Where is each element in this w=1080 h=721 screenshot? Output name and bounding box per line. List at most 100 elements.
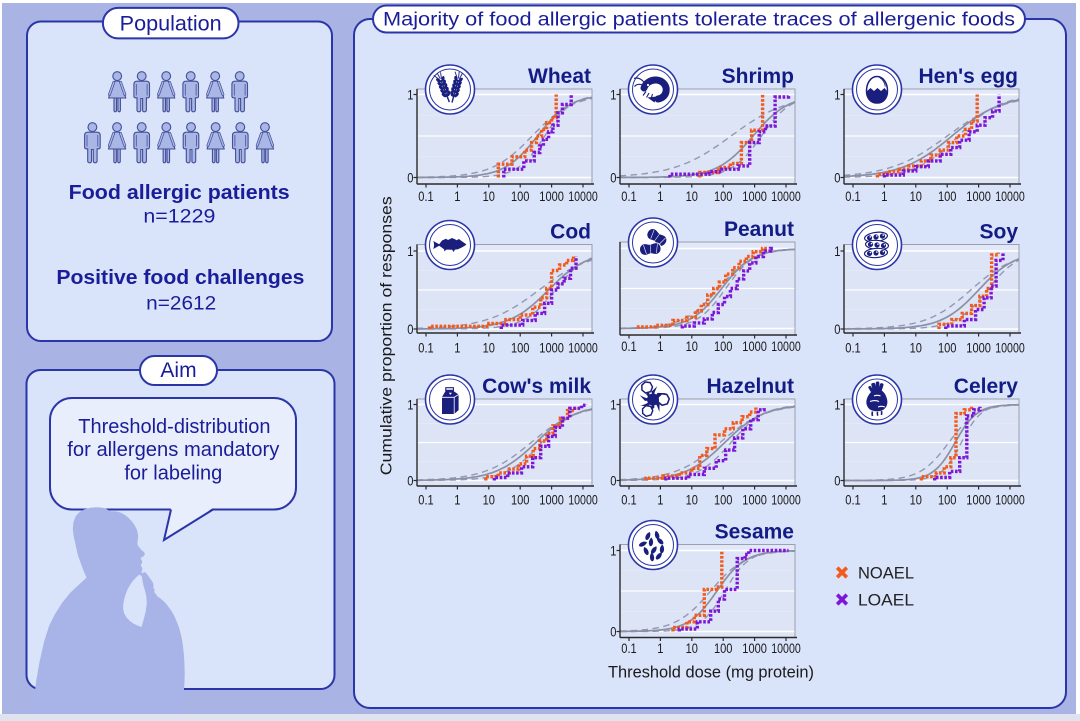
- svg-text:0: 0: [407, 474, 413, 489]
- svg-text:Food allergic patients: Food allergic patients: [69, 182, 290, 204]
- svg-text:10: 10: [686, 339, 698, 354]
- svg-text:100: 100: [714, 641, 733, 656]
- svg-text:Aim: Aim: [160, 359, 196, 382]
- svg-text:Cow's milk: Cow's milk: [482, 375, 591, 398]
- svg-text:10000: 10000: [771, 189, 801, 204]
- svg-text:1: 1: [881, 341, 887, 356]
- svg-text:100: 100: [938, 341, 957, 356]
- svg-text:1: 1: [610, 88, 616, 103]
- svg-text:Celery: Celery: [954, 375, 1019, 398]
- svg-text:Cumulative proportion of respo: Cumulative proportion of responses: [379, 196, 396, 475]
- svg-text:0.1: 0.1: [418, 189, 433, 204]
- svg-text:1: 1: [454, 341, 460, 356]
- svg-text:0.1: 0.1: [845, 189, 860, 204]
- svg-text:10: 10: [910, 493, 922, 508]
- svg-text:10: 10: [483, 493, 495, 508]
- svg-text:0: 0: [610, 171, 616, 186]
- svg-text:Threshold dose (mg protein): Threshold dose (mg protein): [608, 664, 814, 682]
- svg-text:0: 0: [610, 625, 616, 640]
- svg-text:100: 100: [938, 493, 957, 508]
- svg-text:1000: 1000: [742, 641, 767, 656]
- svg-text:1000: 1000: [539, 493, 564, 508]
- svg-text:10000: 10000: [771, 641, 801, 656]
- svg-text:n=1229: n=1229: [143, 207, 215, 228]
- svg-text:1000: 1000: [539, 189, 564, 204]
- svg-text:0.1: 0.1: [418, 493, 433, 508]
- svg-text:10: 10: [686, 493, 698, 508]
- svg-text:Threshold-distribution: Threshold-distribution: [78, 416, 270, 438]
- svg-text:10000: 10000: [771, 339, 801, 354]
- svg-text:0: 0: [834, 474, 840, 489]
- svg-text:1: 1: [454, 189, 460, 204]
- svg-text:1: 1: [657, 493, 663, 508]
- svg-text:1000: 1000: [539, 341, 564, 356]
- svg-text:100: 100: [714, 493, 733, 508]
- svg-text:Hazelnut: Hazelnut: [706, 375, 794, 398]
- svg-text:for labeling: for labeling: [124, 462, 222, 484]
- svg-text:1: 1: [881, 189, 887, 204]
- svg-text:0: 0: [407, 171, 413, 186]
- svg-text:Shrimp: Shrimp: [722, 65, 794, 88]
- svg-text:Soy: Soy: [979, 220, 1018, 243]
- svg-text:0: 0: [407, 322, 413, 337]
- svg-text:0: 0: [834, 171, 840, 186]
- svg-text:for allergens mandatory: for allergens mandatory: [67, 439, 279, 461]
- svg-text:Sesame: Sesame: [715, 520, 794, 543]
- svg-text:Cod: Cod: [550, 220, 591, 243]
- svg-text:100: 100: [511, 189, 530, 204]
- svg-text:1: 1: [657, 641, 663, 656]
- svg-text:10000: 10000: [568, 493, 598, 508]
- svg-text:1: 1: [454, 493, 460, 508]
- svg-text:1: 1: [834, 398, 840, 413]
- svg-text:Majority of food allergic pati: Majority of food allergic patients toler…: [383, 10, 1015, 31]
- svg-text:1000: 1000: [966, 189, 991, 204]
- svg-text:100: 100: [511, 493, 530, 508]
- svg-text:1: 1: [407, 398, 413, 413]
- svg-text:10000: 10000: [568, 341, 598, 356]
- svg-text:0.1: 0.1: [845, 493, 860, 508]
- svg-text:1000: 1000: [966, 493, 991, 508]
- svg-text:Positive food challenges: Positive food challenges: [56, 267, 304, 289]
- svg-text:1000: 1000: [966, 341, 991, 356]
- svg-text:n=2612: n=2612: [146, 294, 216, 315]
- svg-text:100: 100: [511, 341, 530, 356]
- svg-text:0.1: 0.1: [621, 339, 636, 354]
- svg-text:1: 1: [881, 493, 887, 508]
- svg-text:1: 1: [407, 244, 413, 259]
- svg-text:Peanut: Peanut: [724, 218, 794, 241]
- svg-text:1: 1: [834, 244, 840, 259]
- svg-text:100: 100: [714, 339, 733, 354]
- svg-text:10: 10: [910, 189, 922, 204]
- svg-text:1000: 1000: [742, 339, 767, 354]
- svg-text:10000: 10000: [995, 493, 1025, 508]
- svg-text:0.1: 0.1: [418, 341, 433, 356]
- svg-text:Wheat: Wheat: [528, 65, 591, 88]
- svg-text:1: 1: [834, 88, 840, 103]
- svg-text:0: 0: [834, 322, 840, 337]
- svg-text:10000: 10000: [995, 189, 1025, 204]
- svg-text:10: 10: [686, 641, 698, 656]
- svg-text:10: 10: [483, 189, 495, 204]
- svg-text:0.1: 0.1: [845, 341, 860, 356]
- svg-text:Hen's egg: Hen's egg: [918, 65, 1018, 88]
- svg-text:0.1: 0.1: [621, 189, 636, 204]
- svg-text:100: 100: [714, 189, 733, 204]
- svg-text:Population: Population: [120, 12, 222, 35]
- svg-text:0.1: 0.1: [621, 641, 636, 656]
- svg-text:10: 10: [686, 189, 698, 204]
- svg-text:0.1: 0.1: [621, 493, 636, 508]
- svg-text:1000: 1000: [742, 493, 767, 508]
- svg-text:0: 0: [610, 474, 616, 489]
- svg-text:1000: 1000: [742, 189, 767, 204]
- svg-text:10: 10: [910, 341, 922, 356]
- svg-text:10000: 10000: [995, 341, 1025, 356]
- svg-text:10: 10: [483, 341, 495, 356]
- svg-text:1: 1: [657, 339, 663, 354]
- svg-text:NOAEL: NOAEL: [858, 565, 914, 583]
- svg-text:1: 1: [657, 189, 663, 204]
- svg-text:1: 1: [407, 88, 413, 103]
- svg-text:1: 1: [610, 398, 616, 413]
- svg-text:1: 1: [610, 544, 616, 559]
- svg-text:LOAEL: LOAEL: [858, 592, 914, 610]
- svg-text:10000: 10000: [568, 189, 598, 204]
